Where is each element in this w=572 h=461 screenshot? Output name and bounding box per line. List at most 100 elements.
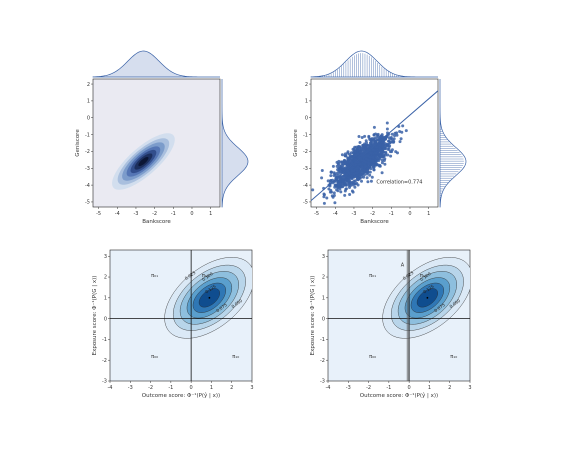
scatter-point: [350, 189, 354, 193]
scatter-point: [331, 164, 335, 168]
scatter-point: [355, 167, 359, 170]
y-tick-label: -3: [85, 166, 90, 172]
scatter-point: [360, 136, 364, 139]
y-tick-label: 0: [305, 115, 308, 121]
scatter-point: [368, 137, 372, 141]
y-tick-label: 3: [104, 254, 107, 260]
y-tick-label: -2: [85, 149, 90, 155]
panel-2: Correlation=0.774 -5 -4 -3 -2 -1 0 1 2 1 0 -1 -2 -3 -4…: [293, 50, 467, 225]
scatter-point: [368, 173, 372, 177]
scatter-point: [360, 166, 364, 169]
scatter-point: [362, 144, 366, 148]
y-tick-label: -1: [320, 337, 325, 343]
scatter-point: [351, 169, 354, 173]
scatter-point: [380, 158, 384, 162]
scatter-point: [370, 137, 374, 141]
scatter-point: [372, 165, 376, 169]
scatter-point: [333, 185, 337, 189]
y-tick-label: 0: [322, 316, 325, 322]
x-tick-label: 3: [468, 385, 471, 391]
y-tick-label: -4: [303, 183, 308, 189]
scatter-point: [365, 176, 369, 180]
quadrant-label: π₀₀: [151, 354, 158, 360]
contour-label: 0.075: [433, 302, 446, 313]
y-tick-label: -5: [303, 200, 308, 206]
contour-label: 0.025: [402, 270, 415, 281]
x-tick-label: -4: [326, 385, 331, 391]
scatter-point: [339, 160, 343, 164]
x-tick-label: -4: [333, 211, 338, 217]
y-tick-label: -1: [303, 132, 308, 138]
scatter-point: [329, 170, 333, 174]
scatter-point: [346, 169, 350, 173]
x-tick-label: -3: [128, 385, 133, 391]
scatter-point: [358, 141, 362, 144]
scatter-point: [388, 141, 392, 145]
scatter-point: [378, 136, 382, 140]
scatter-point: [400, 130, 404, 134]
scatter-point: [386, 153, 390, 157]
scatter-point: [372, 168, 376, 172]
scatter-point: [390, 150, 394, 154]
scatter-point: [338, 178, 342, 182]
scatter-point: [364, 164, 368, 168]
scatter-point: [369, 167, 373, 171]
panel-1: -5 -4 -3 -2 -1 0 1 2 1 0 -1 -2 -3 -4 -5 Bankscore Genisc…: [75, 50, 249, 225]
plot-body: [328, 250, 470, 381]
x-tick-label: -3: [133, 211, 138, 217]
scatter-point: [358, 150, 362, 154]
x-axis-label: Bankscore: [142, 219, 171, 225]
scatter-point: [352, 147, 356, 151]
scatter-point: [392, 140, 396, 144]
y-tick-label: -3: [320, 379, 325, 385]
scatter-point: [357, 135, 361, 138]
scatter-point: [392, 137, 396, 141]
scatter-point: [358, 174, 362, 178]
y-tick-label: 2: [322, 275, 325, 281]
right-marginal: [439, 79, 467, 208]
scatter-point: [362, 159, 366, 163]
scatter-point: [374, 151, 378, 155]
y-tick-label: 2: [104, 275, 107, 281]
scatter-point: [335, 164, 339, 168]
scatter-point: [326, 179, 330, 183]
scatter-point: [393, 131, 397, 135]
scatter-point: [348, 178, 352, 182]
scatter-point: [340, 153, 344, 157]
scatter-point: [355, 174, 359, 178]
scatter-point: [350, 157, 354, 161]
scatter-point: [353, 185, 357, 189]
x-tick-label: -4: [115, 211, 120, 217]
quadrant-label: π₁₁: [202, 273, 209, 279]
scatter-point: [339, 176, 342, 180]
scatter-point: [325, 196, 329, 200]
scatter-point: [369, 141, 373, 145]
y-tick-label: -5: [85, 200, 90, 206]
scatter-point: [320, 176, 324, 180]
scatter-point: [356, 183, 360, 187]
y-tick-label: -4: [85, 183, 90, 189]
y-axis-label: Exposure score: Φ⁻¹(P(G | x)): [309, 276, 316, 356]
scatter-point: [354, 163, 358, 167]
y-axis-label: Exposure score: Φ⁻¹(P(G | x)): [91, 276, 98, 356]
scatter-point: [343, 193, 347, 197]
correlation-label: Correlation=0.774: [376, 179, 422, 185]
band-label: A: [401, 263, 405, 269]
y-tick-label: 2: [305, 82, 308, 88]
scatter-point: [335, 171, 339, 175]
scatter-point: [366, 180, 370, 184]
scatter-point: [348, 193, 352, 196]
scatter-point: [380, 161, 384, 165]
scatter-point: [359, 169, 363, 173]
x-axis-label: Outcome score: Φ⁻¹(P(ŷ | x)): [142, 392, 220, 399]
scatter-point: [386, 147, 390, 151]
scatter-point: [396, 151, 399, 155]
y-axis-label: Geniscore: [75, 129, 81, 157]
scatter-point: [383, 147, 387, 151]
scatter-point: [368, 155, 372, 159]
quadrant-label: π₁₀: [232, 354, 239, 360]
y-tick-label: 0: [87, 115, 90, 121]
quadrant-label: π₀₀: [369, 354, 376, 360]
